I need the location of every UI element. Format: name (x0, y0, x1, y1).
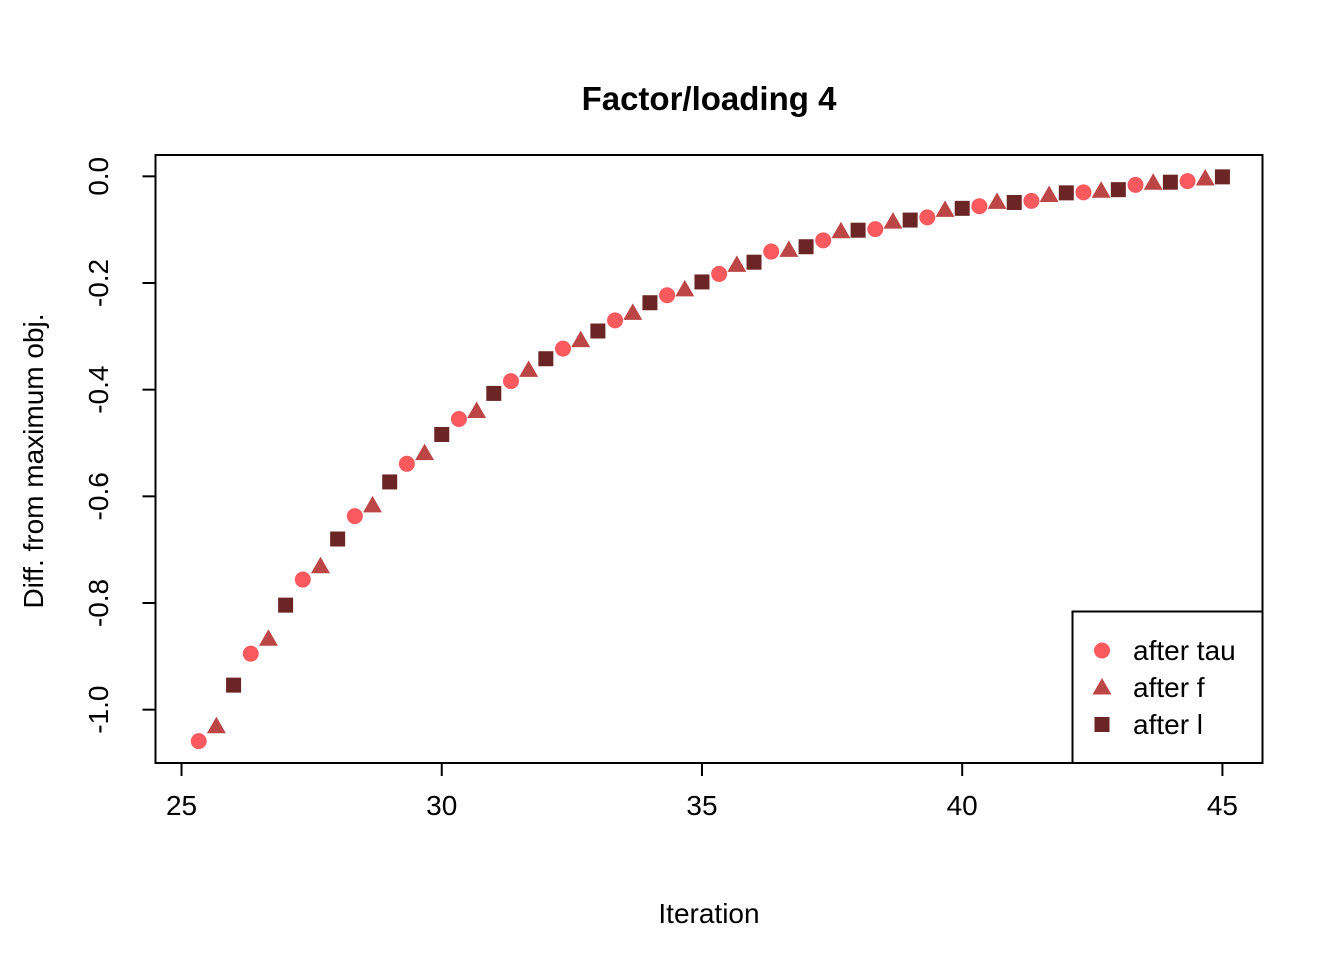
point-after-l (434, 426, 450, 442)
legend-marker-square-icon (1094, 717, 1110, 732)
legend-label-after-tau: after tau (1133, 635, 1236, 666)
plot-box (154, 154, 1264, 764)
point-after-f (675, 279, 695, 297)
point-after-f (727, 255, 747, 272)
point-after-f (519, 360, 539, 377)
point-after-f (779, 240, 799, 257)
point-after-l (278, 597, 294, 613)
point-after-f (1091, 181, 1111, 198)
point-after-tau (919, 209, 936, 226)
point-after-l (1006, 194, 1022, 210)
point-after-tau (815, 232, 832, 249)
point-after-f (831, 221, 851, 239)
point-after-f (415, 443, 435, 461)
point-after-tau (867, 221, 884, 238)
point-after-tau (346, 508, 363, 525)
point-after-tau (1179, 173, 1196, 190)
point-after-tau (398, 455, 415, 472)
point-after-tau (1127, 176, 1144, 193)
y-tick-label: -0.6 (83, 472, 114, 520)
point-after-l (1214, 169, 1230, 185)
y-tick-label: 0.0 (83, 157, 114, 196)
point-after-l (486, 385, 502, 401)
chart-title: Factor/loading 4 (581, 80, 837, 117)
y-tick-label: -1.0 (83, 686, 114, 734)
point-after-f (310, 556, 330, 574)
point-after-tau (190, 733, 207, 750)
point-after-f (1039, 185, 1059, 202)
point-after-l (538, 351, 554, 367)
point-after-l (902, 212, 918, 228)
point-after-l (746, 254, 762, 270)
point-after-f (935, 200, 955, 217)
point-after-f (571, 330, 591, 348)
y-axis-label: Diff. from maximum obj. (18, 313, 49, 609)
x-tick-label: 45 (1207, 790, 1238, 821)
point-after-l (1162, 174, 1178, 190)
x-axis-label: Iteration (658, 898, 760, 929)
point-after-f (206, 716, 226, 734)
x-tick-label: 25 (166, 790, 197, 821)
point-after-tau (659, 287, 676, 304)
x-tick-label: 30 (426, 790, 457, 821)
legend-label-after-f: after f (1133, 672, 1205, 703)
legend-label-after-l: after l (1133, 709, 1203, 740)
point-after-l (798, 239, 814, 255)
point-after-l (382, 474, 398, 490)
point-after-f (987, 192, 1007, 209)
point-after-l (850, 222, 866, 238)
point-after-f (1143, 173, 1163, 190)
point-after-f (258, 629, 278, 646)
point-after-f (1195, 168, 1215, 186)
legend-marker-triangle-icon (1092, 678, 1112, 695)
point-after-tau (971, 198, 988, 215)
point-after-tau (763, 243, 780, 260)
point-after-l (1110, 182, 1126, 198)
point-after-l (954, 200, 970, 216)
point-after-tau (450, 411, 467, 427)
y-tick-label: -0.8 (83, 579, 114, 627)
point-after-f (467, 401, 487, 418)
point-after-tau (607, 312, 624, 329)
point-after-tau (555, 340, 572, 357)
point-after-l (1058, 185, 1074, 201)
point-after-l (642, 295, 658, 311)
x-tick-label: 35 (686, 790, 717, 821)
point-after-l (694, 274, 710, 290)
point-after-tau (1023, 192, 1040, 209)
point-after-f (623, 303, 643, 320)
point-after-f (363, 495, 383, 513)
point-after-tau (242, 645, 259, 662)
x-tick-label: 40 (947, 790, 978, 821)
y-tick-label: -0.4 (83, 366, 114, 414)
point-after-tau (294, 571, 311, 588)
legend-marker-circle-icon (1094, 642, 1110, 659)
point-after-l (226, 677, 242, 693)
point-after-l (330, 531, 346, 547)
point-after-tau (711, 265, 728, 282)
point-after-f (883, 212, 903, 229)
point-after-tau (502, 373, 519, 390)
point-after-tau (1075, 184, 1092, 201)
point-after-l (590, 323, 606, 339)
y-tick-label: -0.2 (83, 259, 114, 307)
